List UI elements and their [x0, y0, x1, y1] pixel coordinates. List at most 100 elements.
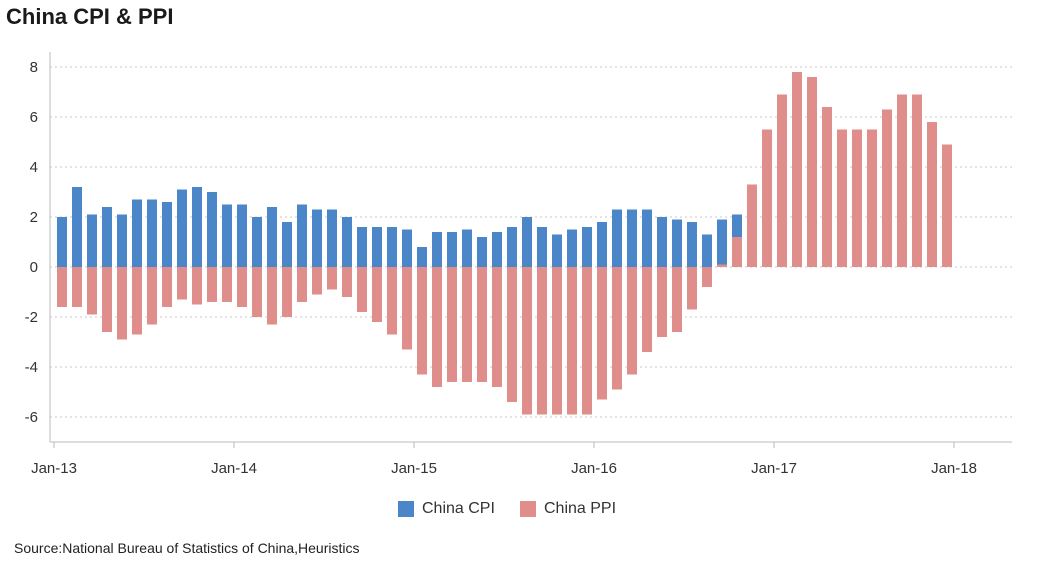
cpi-bar: [267, 207, 277, 267]
ppi-bar: [762, 129, 772, 267]
ppi-bar: [897, 94, 907, 267]
cpi-bar: [87, 214, 97, 267]
cpi-bar: [162, 202, 172, 267]
ppi-bar: [837, 129, 847, 267]
ppi-bar: [342, 267, 352, 297]
y-tick-label: 2: [30, 209, 38, 226]
cpi-bar: [687, 222, 697, 267]
ppi-bar: [642, 267, 652, 352]
axes: [49, 52, 1012, 443]
legend-item-ppi: China PPI: [520, 500, 616, 518]
cpi-bar: [402, 229, 412, 267]
cpi-bar: [702, 234, 712, 267]
ppi-bar: [942, 144, 952, 267]
ppi-bar: [222, 267, 232, 302]
cpi-bar: [222, 204, 232, 267]
ppi-bar: [597, 267, 607, 400]
legend: China CPI China PPI: [0, 496, 1046, 526]
x-tick-label: Jan-17: [751, 460, 797, 477]
ppi-bar: [747, 184, 757, 267]
ppi-bar: [687, 267, 697, 310]
ppi-bar: [432, 267, 442, 387]
cpi-bar: [372, 227, 382, 267]
y-tick-label: -2: [25, 309, 38, 326]
chart-title: China CPI & PPI: [6, 4, 174, 29]
cpi-bar: [282, 222, 292, 267]
ppi-bar: [732, 237, 742, 267]
ppi-bar: [327, 267, 337, 290]
cpi-bar: [237, 204, 247, 267]
ppi-bar: [102, 267, 112, 332]
cpi-bar: [627, 209, 637, 267]
cpi-bar: [132, 199, 142, 267]
ppi-bar: [417, 267, 427, 375]
cpi-bar: [657, 217, 667, 267]
cpi-bar: [462, 229, 472, 267]
cpi-bar: [567, 229, 577, 267]
ppi-bar: [672, 267, 682, 332]
legend-label-ppi: China PPI: [544, 500, 617, 517]
ppi-bar: [492, 267, 502, 387]
ppi-bar: [357, 267, 367, 312]
ppi-bar: [297, 267, 307, 302]
ppi-bar: [132, 267, 142, 335]
x-tick-label: Jan-13: [31, 460, 77, 477]
cpi-bar: [342, 217, 352, 267]
y-tick-label: -4: [25, 359, 38, 376]
legend-item-cpi: China CPI: [398, 500, 495, 518]
cpi-bar: [522, 217, 532, 267]
ppi-bar: [447, 267, 457, 382]
ppi-bar: [192, 267, 202, 305]
ppi-bar: [507, 267, 517, 402]
cpi-bar: [672, 219, 682, 267]
ppi-bar: [627, 267, 637, 375]
legend-label-cpi: China CPI: [422, 500, 495, 517]
y-tick-label: 0: [30, 259, 38, 276]
x-tick-labels: Jan-13 Jan-14 Jan-15 Jan-16 Jan-17 Jan-18: [31, 442, 977, 477]
cpi-bar: [477, 237, 487, 267]
cpi-bar: [642, 209, 652, 267]
cpi-bar: [717, 219, 727, 267]
cpi-bar: [387, 227, 397, 267]
cpi-bar: [252, 217, 262, 267]
ppi-bar: [612, 267, 622, 390]
legend-swatch-cpi: [398, 501, 414, 517]
cpi-bar: [147, 199, 157, 267]
ppi-bar: [372, 267, 382, 322]
ppi-bar: [267, 267, 277, 325]
ppi-bar: [117, 267, 127, 340]
ppi-bar: [252, 267, 262, 317]
ppi-bar: [57, 267, 67, 307]
cpi-bar: [507, 227, 517, 267]
ppi-bar: [777, 94, 787, 267]
ppi-bar: [282, 267, 292, 317]
ppi-bar: [912, 94, 922, 267]
ppi-bar: [72, 267, 82, 307]
y-tick-label: 6: [30, 109, 38, 126]
ppi-bar: [177, 267, 187, 300]
bars: [57, 72, 952, 415]
ppi-bar: [87, 267, 97, 315]
ppi-bar: [237, 267, 247, 307]
cpi-bar: [492, 232, 502, 267]
cpi-bar: [177, 189, 187, 267]
ppi-bar: [462, 267, 472, 382]
ppi-bar: [807, 77, 817, 267]
ppi-bar: [582, 267, 592, 415]
x-tick-label: Jan-16: [571, 460, 617, 477]
ppi-bar: [537, 267, 547, 415]
ppi-bar: [717, 264, 727, 267]
ppi-bar: [312, 267, 322, 295]
ppi-bar: [552, 267, 562, 415]
ppi-bar: [522, 267, 532, 415]
ppi-bar: [657, 267, 667, 337]
y-tick-labels: -6 -4 -2 0 2 4 6 8: [25, 59, 38, 426]
cpi-bar: [327, 209, 337, 267]
ppi-bar: [882, 109, 892, 267]
cpi-bar: [597, 222, 607, 267]
cpi-bar: [102, 207, 112, 267]
cpi-bar: [612, 209, 622, 267]
ppi-bar: [147, 267, 157, 325]
cpi-bar: [357, 227, 367, 267]
